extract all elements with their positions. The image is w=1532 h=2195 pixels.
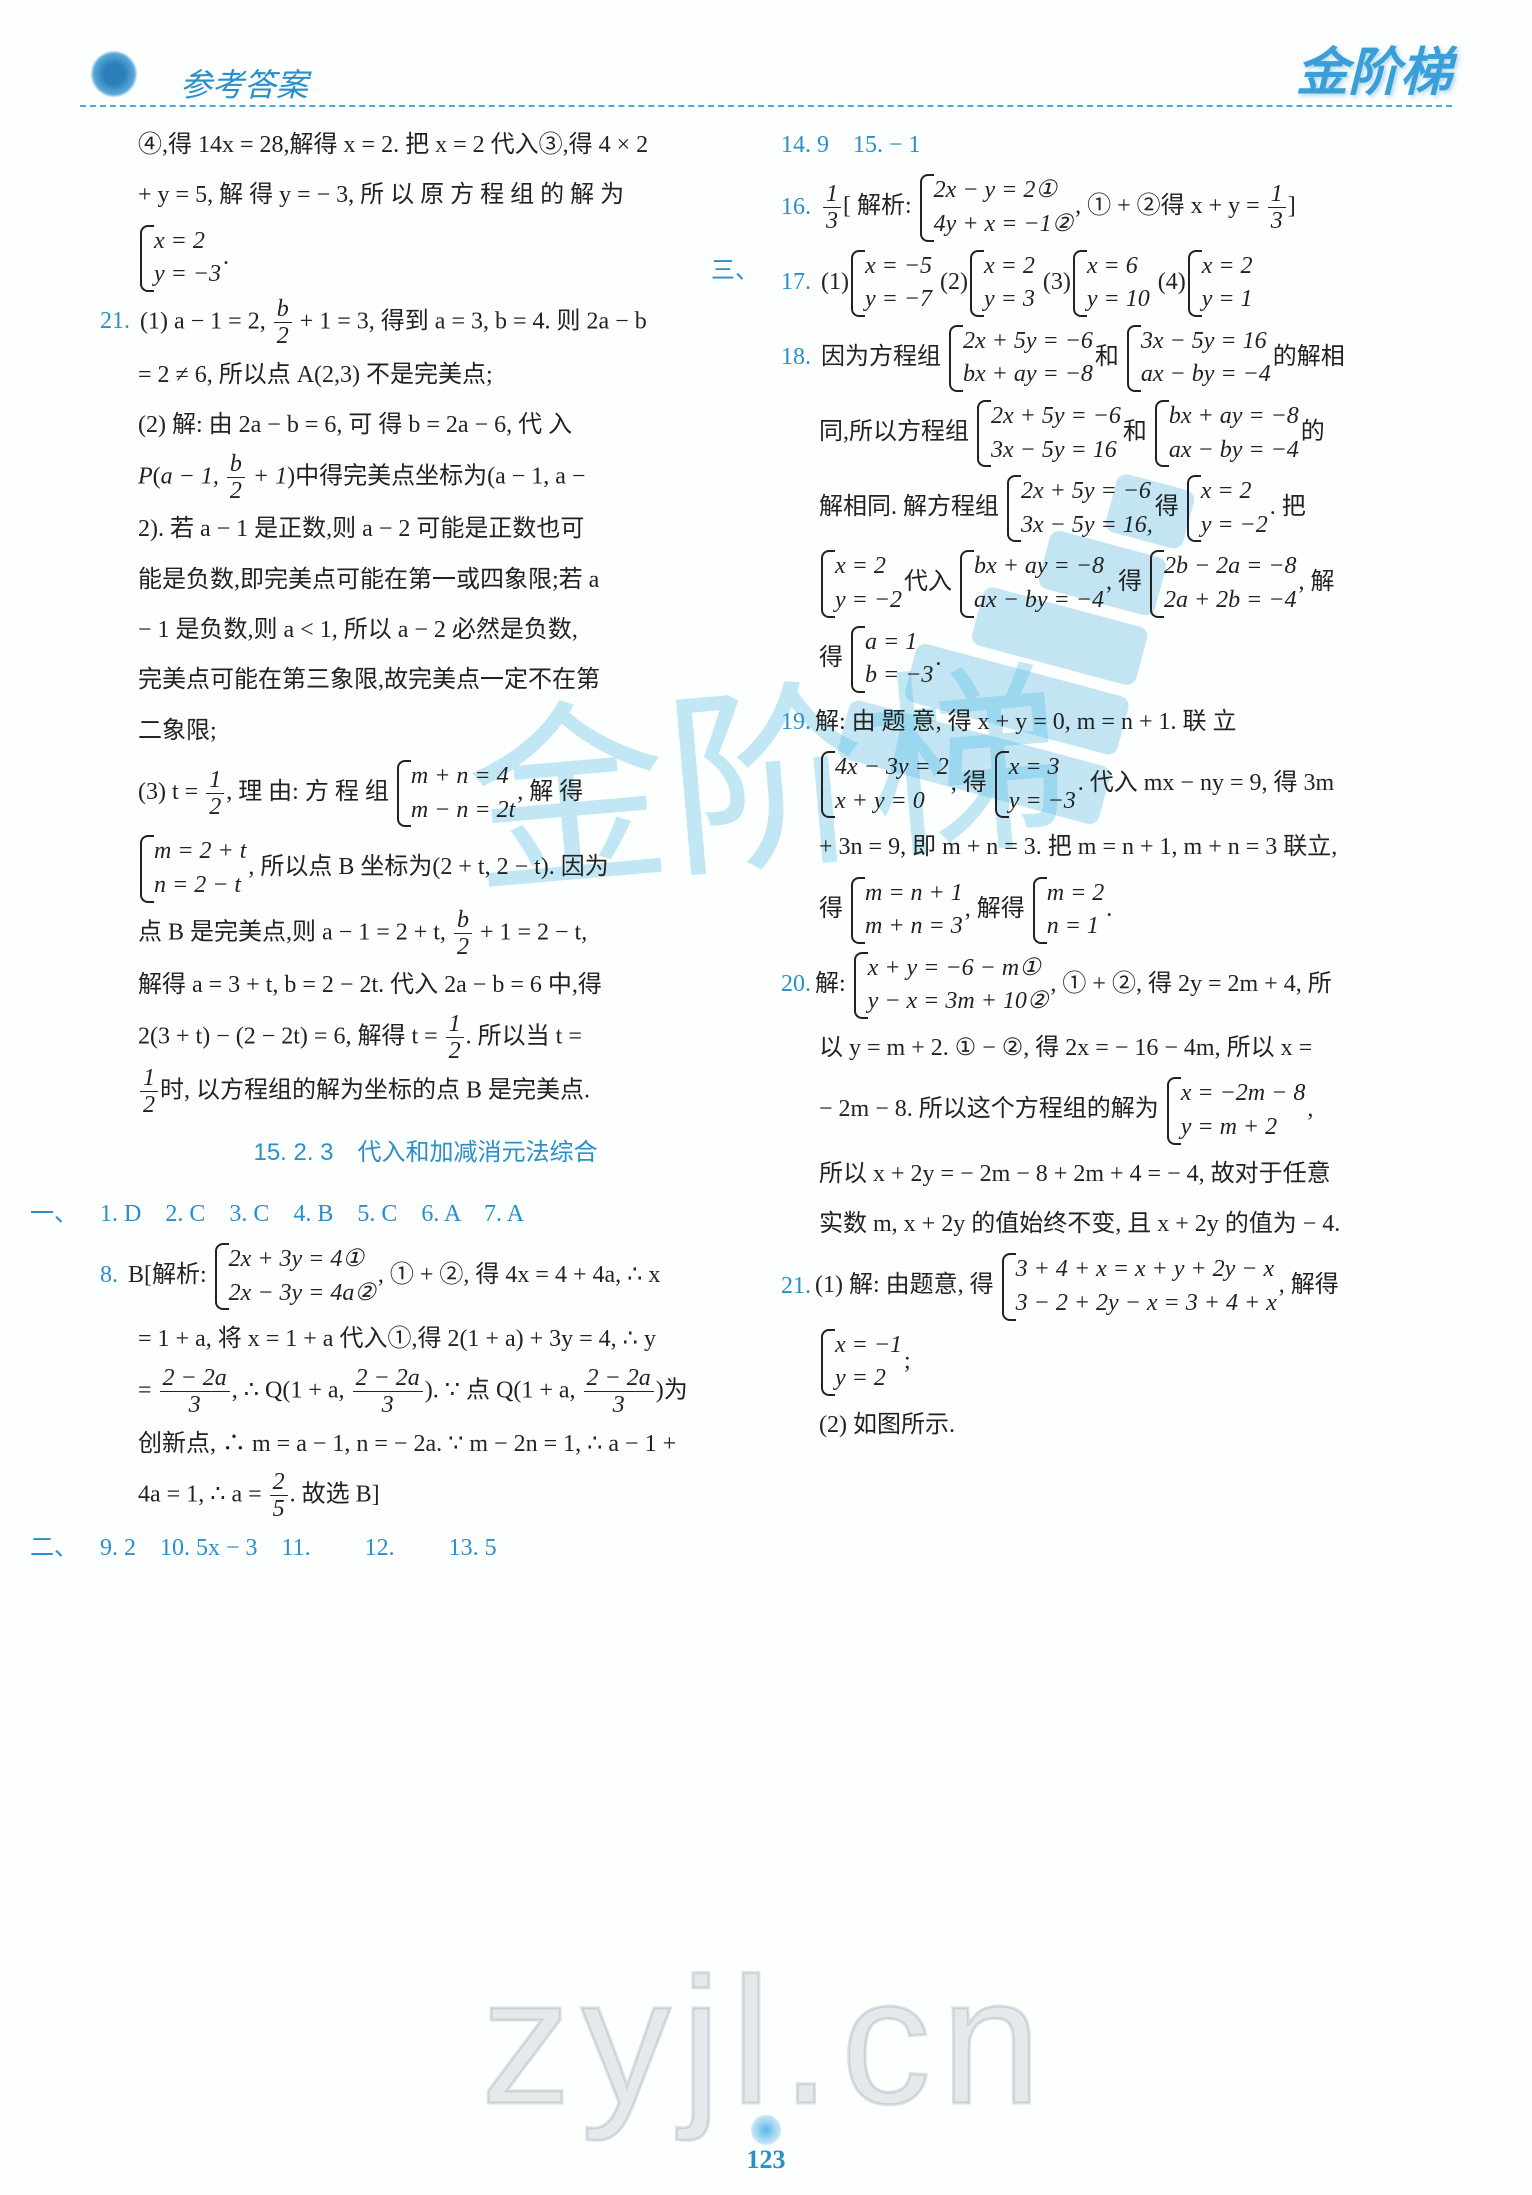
solution-text: = 1 + a, 将 x = 1 + a 代入①,得 2(1 + a) + 3y… xyxy=(100,1314,751,1364)
question-21: 21. (1) a − 1 = 2, b2 + 1 = 3, 得到 a = 3,… xyxy=(100,296,751,350)
page-decoration-icon xyxy=(751,2115,781,2145)
solution-text: + 3n = 9, 即 m + n = 3. 把 m = n + 1, m + … xyxy=(781,822,1432,872)
solution-text: x = −1y = 2; xyxy=(781,1325,1432,1400)
solution-text: 点 B 是完美点,则 a − 1 = 2 + t, b2 + 1 = 2 − t… xyxy=(100,907,751,961)
header-title: 参考答案 xyxy=(180,60,308,106)
solution-text: 完美点可能在第三象限,故完美点一定不在第 xyxy=(100,655,751,705)
solution-text: m = 2 + tn = 2 − t, 所以点 B 坐标为(2 + t, 2 −… xyxy=(100,831,751,906)
question-17: 三、 17. (1)x = −5y = −7 (2)x = 2y = 3 (3)… xyxy=(781,246,1432,321)
section-title: 15. 2. 3 代入和加减消元法综合 xyxy=(100,1128,751,1178)
question-8: 8. B[解析: 2x + 3y = 4①2x − 3y = 4a②, ① + … xyxy=(100,1239,751,1314)
solution-text: 解相同. 解方程组 2x + 5y = −63x − 5y = 16,得 x =… xyxy=(781,471,1432,546)
solution-text: − 1 是负数,则 a < 1, 所以 a − 2 必然是负数, xyxy=(100,605,751,655)
left-column: ④,得 14x = 28,解得 x = 2. 把 x = 2 代入③,得 4 ×… xyxy=(100,120,751,2135)
solution-text: 2). 若 a − 1 是正数,则 a − 2 可能是正数也可 xyxy=(100,504,751,554)
solution-text: ④,得 14x = 28,解得 x = 2. 把 x = 2 代入③,得 4 ×… xyxy=(100,120,751,170)
solution-text: 2(3 + t) − (2 − 2t) = 6, 解得 t = 12. 所以当 … xyxy=(100,1011,751,1065)
brand-logo: 金阶梯 xyxy=(1296,30,1452,105)
section-marker: 二、 xyxy=(30,1523,78,1573)
solution-text: 12时, 以方程组的解为坐标的点 B 是完美点. xyxy=(100,1065,751,1119)
solution-text: 解得 a = 3 + t, b = 2 − 2t. 代入 2a − b = 6 … xyxy=(100,960,751,1010)
solution-text: = 2 − 2a3, ∴ Q(1 + a, 2 − 2a3). ∵ 点 Q(1 … xyxy=(100,1365,751,1419)
right-column: 14. 9 15. − 1 16. 13[ 解析: 2x − y = 2①4y … xyxy=(781,120,1432,2135)
solution-text: − 2m − 8. 所以这个方程组的解为 x = −2m − 8y = m + … xyxy=(781,1073,1432,1148)
solution-text: (2) 如图所示. xyxy=(781,1400,1432,1450)
page-number: 123 xyxy=(747,2145,786,2175)
answer-number: 21. xyxy=(100,308,130,334)
answer-row: 二、 9. 2 10. 5x − 3 11. 12. 13. 5 xyxy=(100,1523,751,1573)
question-21r: 21.(1) 解: 由题意, 得 3 + 4 + x = x + y + 2y … xyxy=(781,1249,1432,1324)
solution-text: 能是负数,即完美点可能在第一或四象限;若 a xyxy=(100,555,751,605)
solution-text: (2) 解: 由 2a − b = 6, 可 得 b = 2a − 6, 代 入 xyxy=(100,400,751,450)
answer-row: 一、 1. D 2. C 3. C 4. B 5. C 6. A 7. A xyxy=(100,1189,751,1239)
solution-text: 得 a = 1b = −3. xyxy=(781,622,1432,697)
question-18: 18. 因为方程组 2x + 5y = −6bx + ay = −8和 3x −… xyxy=(781,321,1432,396)
content-area: ④,得 14x = 28,解得 x = 2. 把 x = 2 代入③,得 4 ×… xyxy=(100,120,1432,2135)
answer-row: 14. 9 15. − 1 xyxy=(781,120,1432,170)
question-16: 16. 13[ 解析: 2x − y = 2①4y + x = −1②, ① +… xyxy=(781,170,1432,245)
solution-text: 以 y = m + 2. ① − ②, 得 2x = − 16 − 4m, 所以… xyxy=(781,1023,1432,1073)
solution-text: 同,所以方程组 2x + 5y = −63x − 5y = 16和 bx + a… xyxy=(781,396,1432,471)
page-header: 参考答案 金阶梯 xyxy=(0,0,1532,100)
solution-text: P(a − 1, b2 + 1)中得完美点坐标为(a − 1, a − xyxy=(100,451,751,505)
header-divider xyxy=(80,105,1452,107)
solution-text: 4a = 1, ∴ a = 25. 故选 B] xyxy=(100,1469,751,1523)
solution-text: x = 2y = −2代入 bx + ay = −8ax − by = −4, … xyxy=(781,546,1432,621)
question-19: 19.解: 由 题 意, 得 x + y = 0, m = n + 1. 联 立 xyxy=(781,697,1432,747)
solution-text: 得 m = n + 1m + n = 3, 解得 m = 2n = 1. xyxy=(781,873,1432,948)
solution-text: 创新点, ∴ m = a − 1, n = − 2a. ∵ m − 2n = 1… xyxy=(100,1419,751,1469)
section-marker: 三、 xyxy=(711,246,759,296)
solution-text: 4x − 3y = 2x + y = 0, 得 x = 3y = −3. 代入 … xyxy=(781,747,1432,822)
solution-text: = 2 ≠ 6, 所以点 A(2,3) 不是完美点; xyxy=(100,350,751,400)
flower-icon xyxy=(90,50,138,98)
solution-brace: x = 2y = −3. xyxy=(100,221,751,296)
section-marker: 一、 xyxy=(30,1189,78,1239)
solution-text: + y = 5, 解 得 y = − 3, 所 以 原 方 程 组 的 解 为 xyxy=(100,170,751,220)
question-20: 20.解: x + y = −6 − m①y − x = 3m + 10②, ①… xyxy=(781,948,1432,1023)
solution-text: (3) t = 12, 理 由: 方 程 组 m + n = 4m − n = … xyxy=(100,756,751,831)
solution-text: 二象限; xyxy=(100,706,751,756)
solution-text: 所以 x + 2y = − 2m − 8 + 2m + 4 = − 4, 故对于… xyxy=(781,1149,1432,1199)
solution-text: 实数 m, x + 2y 的值始终不变, 且 x + 2y 的值为 − 4. xyxy=(781,1199,1432,1249)
